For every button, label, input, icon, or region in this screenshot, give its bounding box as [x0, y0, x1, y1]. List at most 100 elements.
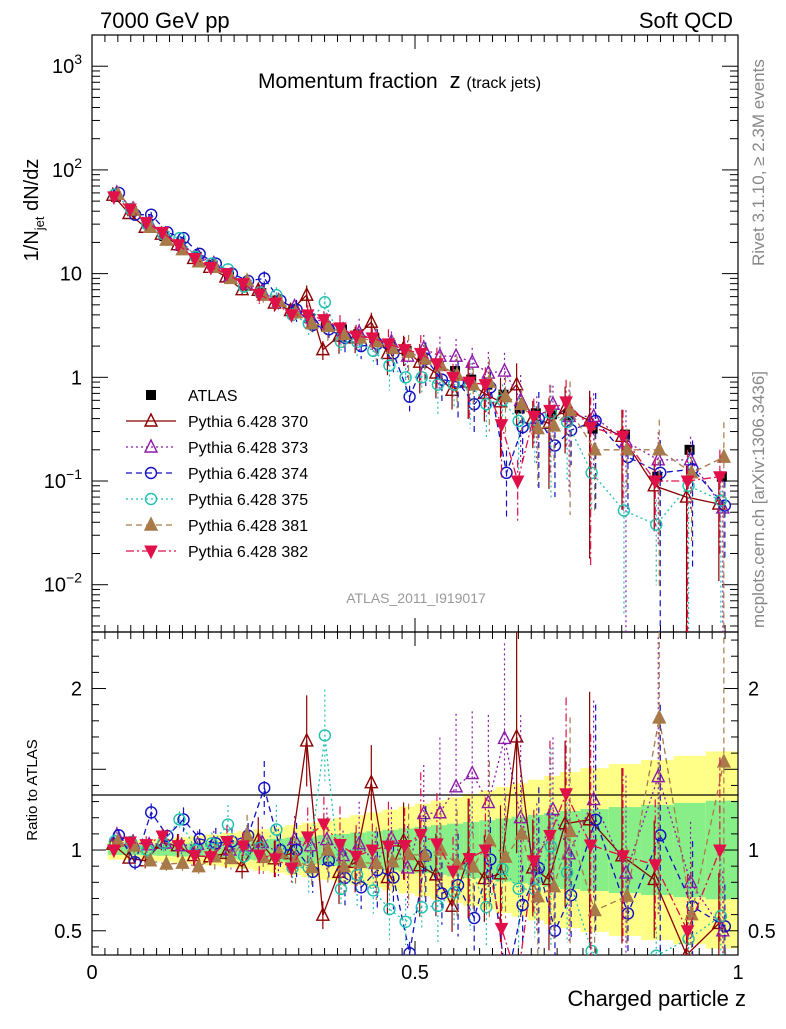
- ratio-point: [299, 732, 314, 747]
- ratio-point: [397, 840, 412, 854]
- series-line-ratio: [114, 735, 722, 955]
- legend-entry: Pythia 6.428 381: [126, 516, 308, 535]
- ratio-point: [333, 838, 347, 853]
- ratio-point: [484, 853, 497, 866]
- data-point: [500, 466, 513, 480]
- ratio-point: [714, 909, 728, 923]
- ratio-point: [564, 888, 578, 902]
- data-point: [431, 378, 445, 391]
- plot-title: Momentum fraction z (track jets): [258, 68, 541, 93]
- ratio-point: [557, 815, 573, 830]
- data-point: [714, 494, 728, 507]
- legend-entry: ATLAS: [146, 388, 238, 405]
- ratio-point: [191, 858, 206, 873]
- data-point: [258, 272, 271, 285]
- ratio-point: [512, 974, 524, 986]
- data-point: [220, 268, 234, 282]
- data-point: [619, 441, 635, 456]
- data-point: [559, 396, 573, 410]
- ratio-point: [365, 844, 380, 859]
- ratio-point: [512, 882, 525, 895]
- ratio-point: [381, 840, 396, 855]
- data-point: [648, 475, 663, 490]
- ratio-point: [159, 855, 174, 870]
- data-point: [494, 419, 509, 433]
- ratio-point: [401, 845, 416, 861]
- ratio-point: [513, 809, 528, 824]
- data-point: [299, 286, 314, 301]
- data-point: [399, 371, 412, 384]
- main-frame: [91, 34, 739, 633]
- data-point: [300, 309, 315, 324]
- ratio-point: [651, 768, 666, 783]
- legend-label: Pythia 6.428 381: [188, 518, 308, 535]
- data-point: [651, 451, 666, 466]
- data-point: [364, 313, 379, 328]
- ratio-point: [145, 806, 158, 819]
- ratio-point: [530, 888, 545, 903]
- data-point: [530, 420, 545, 435]
- ratio-tick-label-right: 0.5: [748, 921, 776, 943]
- data-point: [683, 451, 698, 466]
- plot-title-main: Momentum fraction: [258, 70, 438, 93]
- ratio-tick-label-right: 1: [748, 840, 759, 862]
- data-point: [716, 448, 731, 463]
- ratio-point: [349, 850, 363, 865]
- data-point: [415, 371, 428, 384]
- ratio-point: [431, 899, 445, 913]
- data-point: [430, 358, 444, 372]
- data-point: [333, 322, 347, 336]
- data-point: [585, 466, 598, 480]
- data-point: [617, 504, 631, 517]
- data-point: [652, 441, 667, 456]
- data-point: [318, 296, 332, 309]
- ratio-point: [541, 870, 557, 886]
- ratio-ylabel: Ratio to ATLAS: [24, 739, 41, 840]
- ratio-tick-label-right: 2: [748, 679, 759, 701]
- ratio-point: [175, 854, 190, 869]
- legend-marker: [143, 438, 159, 453]
- legend-marker: [146, 390, 156, 400]
- ratio-point: [546, 878, 562, 893]
- data-point: [498, 388, 513, 403]
- ratio-point: [304, 858, 319, 874]
- ratio-point: [205, 837, 219, 850]
- data-point: [516, 421, 529, 434]
- ratio-point: [417, 846, 432, 861]
- y-tick-label: 102: [52, 155, 82, 182]
- data-point: [236, 278, 250, 292]
- ratio-point: [367, 884, 380, 897]
- data-point: [562, 401, 578, 417]
- ratio-point: [220, 836, 234, 850]
- ratio-point: [143, 852, 158, 867]
- data-point: [583, 421, 598, 436]
- ratio-point: [369, 854, 384, 870]
- legend-entry: Pythia 6.428 370: [126, 412, 308, 431]
- ratio-point: [415, 901, 428, 914]
- ratio-point: [548, 924, 562, 937]
- ratio-point: [173, 813, 186, 826]
- data-point: [713, 471, 727, 485]
- series-line-main: [114, 194, 722, 526]
- data-point: [462, 376, 477, 391]
- ratio-tick-label-left: 2: [71, 679, 82, 701]
- ratio-series-layer: [105, 632, 732, 986]
- ratio-point: [448, 778, 464, 793]
- data-point: [510, 475, 525, 490]
- ratio-point: [252, 849, 267, 864]
- ratio-point: [562, 822, 578, 837]
- data-point: [680, 475, 695, 490]
- y-tick-label: 10−1: [44, 466, 82, 493]
- legend: ATLAS Pythia 6.428 370 Pythia 6.428 373 Pyt…: [126, 388, 308, 561]
- ratio-point: [718, 920, 732, 933]
- legend-label: ATLAS: [188, 388, 238, 405]
- data-point: [397, 344, 412, 358]
- ratio-point: [270, 823, 283, 836]
- data-point: [123, 203, 137, 218]
- ratio-point: [413, 828, 428, 843]
- data-point: [512, 414, 525, 428]
- legend-marker: [144, 492, 158, 506]
- ratio-point: [650, 949, 663, 955]
- ratio-point: [177, 813, 190, 826]
- ratio-point: [258, 781, 271, 795]
